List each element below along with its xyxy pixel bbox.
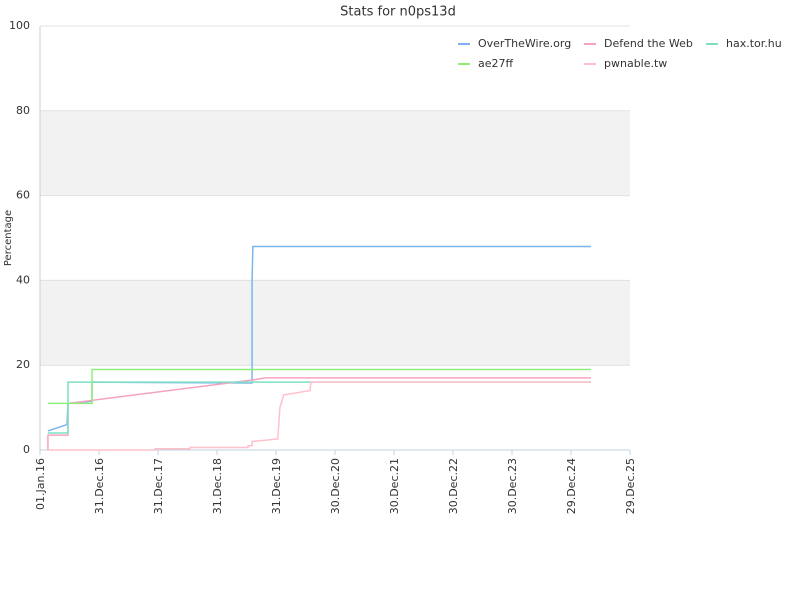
legend-label: OverTheWire.org — [478, 37, 571, 50]
x-tick-label: 31.Dec.16 — [93, 458, 106, 514]
y-tick-label: 0 — [23, 443, 30, 456]
series-line — [47, 381, 592, 434]
x-tick-label: 31.Dec.19 — [270, 458, 283, 514]
plot-band — [40, 280, 630, 366]
x-tick-label: 30.Dec.21 — [388, 458, 401, 514]
x-tick-label: 30.Dec.20 — [329, 458, 342, 514]
x-tick-label: 29.Dec.24 — [565, 458, 578, 514]
y-tick-label: 20 — [16, 358, 30, 371]
x-tick-label: 29.Dec.25 — [624, 458, 637, 514]
legend-item: pwnable.tw — [584, 57, 667, 70]
series-line — [47, 381, 592, 451]
x-tick-label: 01.Jan.16 — [34, 458, 47, 510]
legend-item: ae27ff — [458, 57, 514, 70]
x-tick-label: 31.Dec.17 — [152, 458, 165, 514]
legend-label: Defend the Web — [604, 37, 693, 50]
legend-label: ae27ff — [478, 57, 514, 70]
legend-item: hax.tor.hu — [706, 37, 782, 50]
plot-band — [40, 110, 630, 196]
y-tick-label: 100 — [9, 19, 30, 32]
y-tick-label: 40 — [16, 273, 30, 286]
y-tick-label: 60 — [16, 189, 30, 202]
legend-label: hax.tor.hu — [726, 37, 782, 50]
chart-title: Stats for n0ps13d — [340, 5, 456, 20]
x-tick-label: 30.Dec.22 — [447, 458, 460, 514]
x-tick-label: 31.Dec.18 — [211, 458, 224, 514]
legend-item: Defend the Web — [584, 37, 693, 50]
series-line — [47, 377, 592, 450]
legend-item: OverTheWire.org — [458, 37, 571, 50]
series-line — [47, 368, 592, 405]
x-tick-label: 30.Dec.23 — [506, 458, 519, 514]
legend-label: pwnable.tw — [604, 57, 667, 70]
y-axis-label: Percentage — [3, 210, 14, 266]
y-tick-label: 80 — [16, 104, 30, 117]
